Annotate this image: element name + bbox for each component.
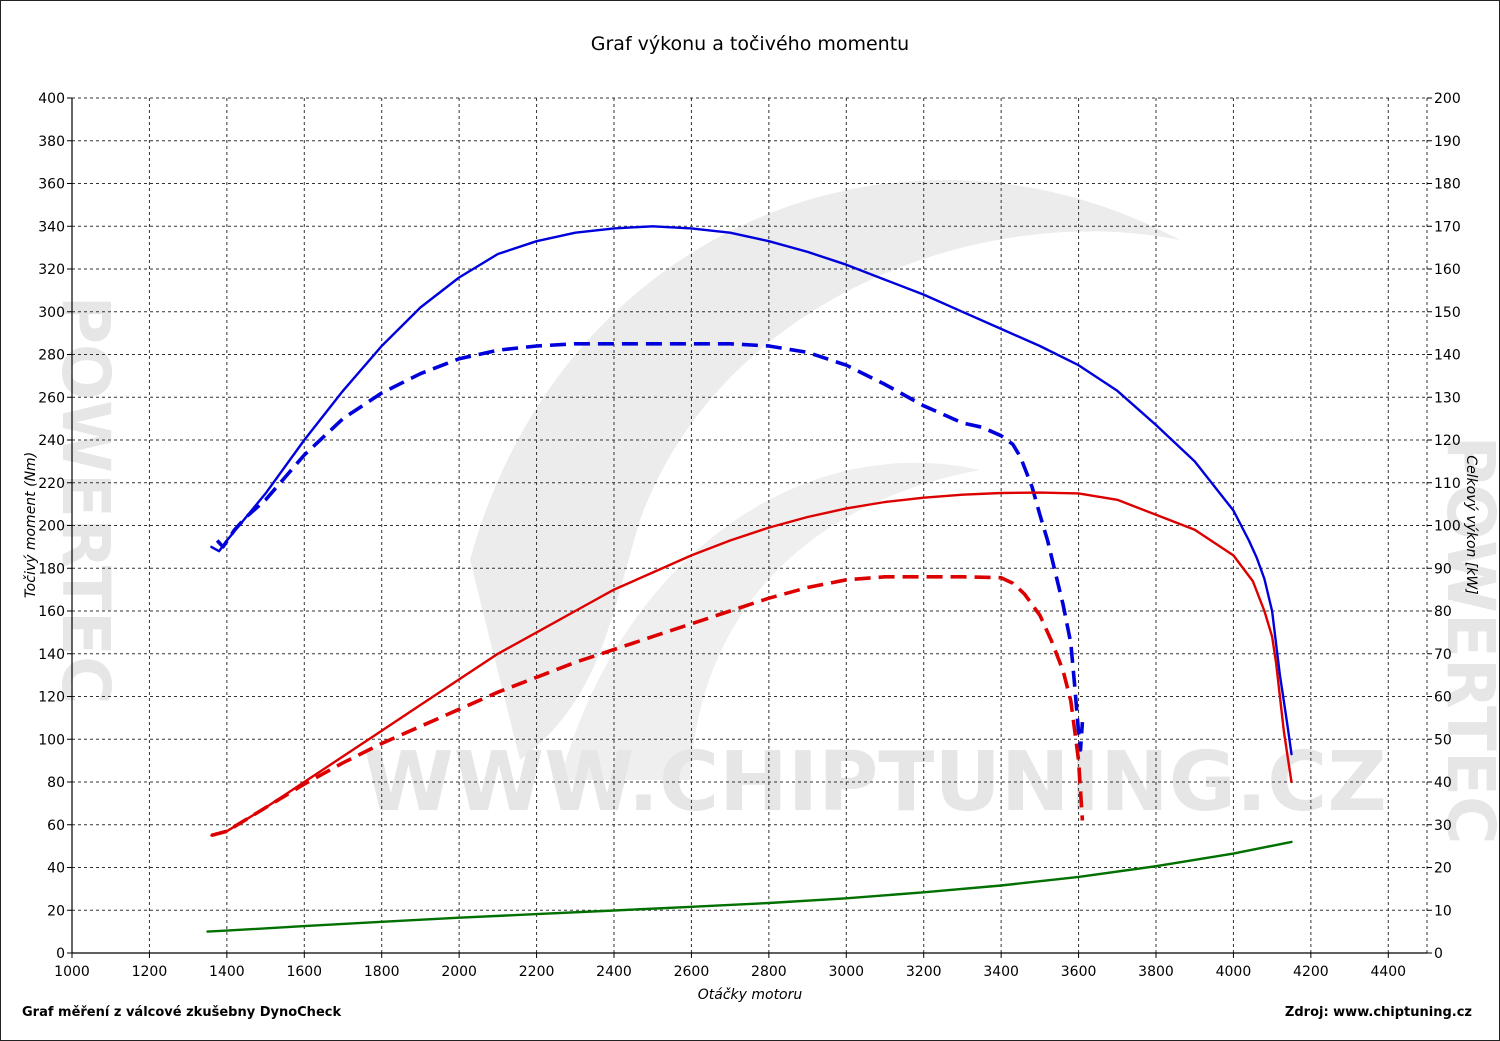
y-right-tick-label: 140 <box>1434 348 1461 364</box>
y-left-tick-label: 0 <box>56 946 65 962</box>
chart-title: Graf výkonu a točivého momentu <box>590 33 910 55</box>
y-left-tick-label: 280 <box>38 348 65 364</box>
x-tick-label: 4200 <box>1293 964 1329 980</box>
y-left-tick-label: 200 <box>38 519 65 535</box>
y-right-tick-label: 120 <box>1434 433 1461 449</box>
watermark-swoosh <box>470 179 1180 760</box>
grid-layer <box>72 97 1428 953</box>
y-left-tick-label: 220 <box>38 476 65 492</box>
x-tick-label: 1200 <box>132 964 168 980</box>
x-tick-label: 3200 <box>906 964 942 980</box>
y-right-tick-label: 70 <box>1434 647 1452 663</box>
y-right-tick-label: 170 <box>1434 219 1461 235</box>
watermark-text-right: POWERTEC <box>1432 436 1500 845</box>
y-left-tick-label: 100 <box>38 732 65 748</box>
x-tick-label: 2400 <box>596 964 632 980</box>
y-left-tick-label: 80 <box>47 775 65 791</box>
x-tick-label: 1400 <box>209 964 245 980</box>
x-tick-label: 3000 <box>828 964 864 980</box>
watermark-text-center: WWW.CHIPTUNING.CZ <box>363 735 1387 830</box>
y-right-tick-label: 110 <box>1434 476 1461 492</box>
y-left-tick-label: 20 <box>47 903 65 919</box>
y-right-tick-label: 90 <box>1434 561 1452 577</box>
y-axis-right-title: Celkový výkon [kW] <box>1463 455 1479 594</box>
x-tick-label: 1000 <box>54 964 90 980</box>
x-axis-title: Otáčky motoru <box>698 987 803 1003</box>
x-tick-label: 3600 <box>1061 964 1097 980</box>
y-right-tick-label: 80 <box>1434 604 1452 620</box>
y-right-tick-label: 160 <box>1434 262 1461 278</box>
y-right-tick-label: 100 <box>1434 519 1461 535</box>
axes-layer: 1000 1200 1400 1600 1800 2000 2200 2400 2600 2800… <box>38 91 1460 980</box>
x-tick-label: 3800 <box>1138 964 1174 980</box>
x-tick-label: 4000 <box>1216 964 1252 980</box>
y-left-tick-label: 60 <box>47 818 65 834</box>
x-tick-label: 2200 <box>519 964 555 980</box>
y-left-tick-label: 380 <box>38 134 65 150</box>
y-left-tick-label: 180 <box>38 561 65 577</box>
x-tick-label: 1800 <box>364 964 400 980</box>
power-after-tuning-line <box>210 225 1293 756</box>
watermark-swoosh-inner <box>560 462 980 780</box>
y-right-tick-label: 130 <box>1434 390 1461 406</box>
torque-after-tuning-line <box>210 491 1293 837</box>
x-tick-label: 3400 <box>983 964 1019 980</box>
y-left-tick-label: 340 <box>38 219 65 235</box>
y-left-tick-label: 120 <box>38 690 65 706</box>
footer-source-note: Graf měření z válcové zkušebny DynoCheck <box>22 1005 342 1020</box>
torque-stock-line <box>210 575 1085 838</box>
y-left-tick-label: 140 <box>38 647 65 663</box>
y-right-tick-label: 200 <box>1434 91 1461 107</box>
y-right-tick-label: 50 <box>1434 732 1452 748</box>
y-right-tick-label: 30 <box>1434 818 1452 834</box>
x-tick-label: 2800 <box>751 964 787 980</box>
y-right-tick-label: 0 <box>1434 946 1443 962</box>
x-tick-label: 4400 <box>1370 964 1406 980</box>
y-left-tick-label: 240 <box>38 433 65 449</box>
loss-curve-line <box>206 840 1293 933</box>
y-left-tick-label: 260 <box>38 390 65 406</box>
y-left-tick-label: 360 <box>38 177 65 193</box>
y-right-tick-label: 10 <box>1434 903 1452 919</box>
y-right-tick-label: 180 <box>1434 177 1461 193</box>
y-left-tick-label: 160 <box>38 604 65 620</box>
y-left-tick-label: 320 <box>38 262 65 278</box>
y-right-tick-label: 150 <box>1434 305 1461 321</box>
x-tick-label: 2000 <box>441 964 477 980</box>
watermark-layer: WWW.CHIPTUNING.CZ POWERTEC POWERTEC <box>47 179 1500 845</box>
y-right-tick-label: 40 <box>1434 775 1452 791</box>
y-left-tick-label: 400 <box>38 91 65 107</box>
y-right-tick-label: 20 <box>1434 861 1452 877</box>
y-left-tick-label: 300 <box>38 305 65 321</box>
x-tick-label: 1600 <box>286 964 322 980</box>
footer-source-link[interactable]: Zdroj: www.chiptuning.cz <box>1284 1005 1472 1020</box>
watermark-text-left: POWERTEC <box>47 296 124 705</box>
y-right-tick-label: 190 <box>1434 134 1461 150</box>
x-tick-label: 2600 <box>674 964 710 980</box>
y-left-tick-label: 40 <box>47 861 65 877</box>
y-right-tick-label: 60 <box>1434 690 1452 706</box>
y-axis-left-title: Točivý moment (Nm) <box>23 452 39 598</box>
series-layer <box>206 225 1293 933</box>
